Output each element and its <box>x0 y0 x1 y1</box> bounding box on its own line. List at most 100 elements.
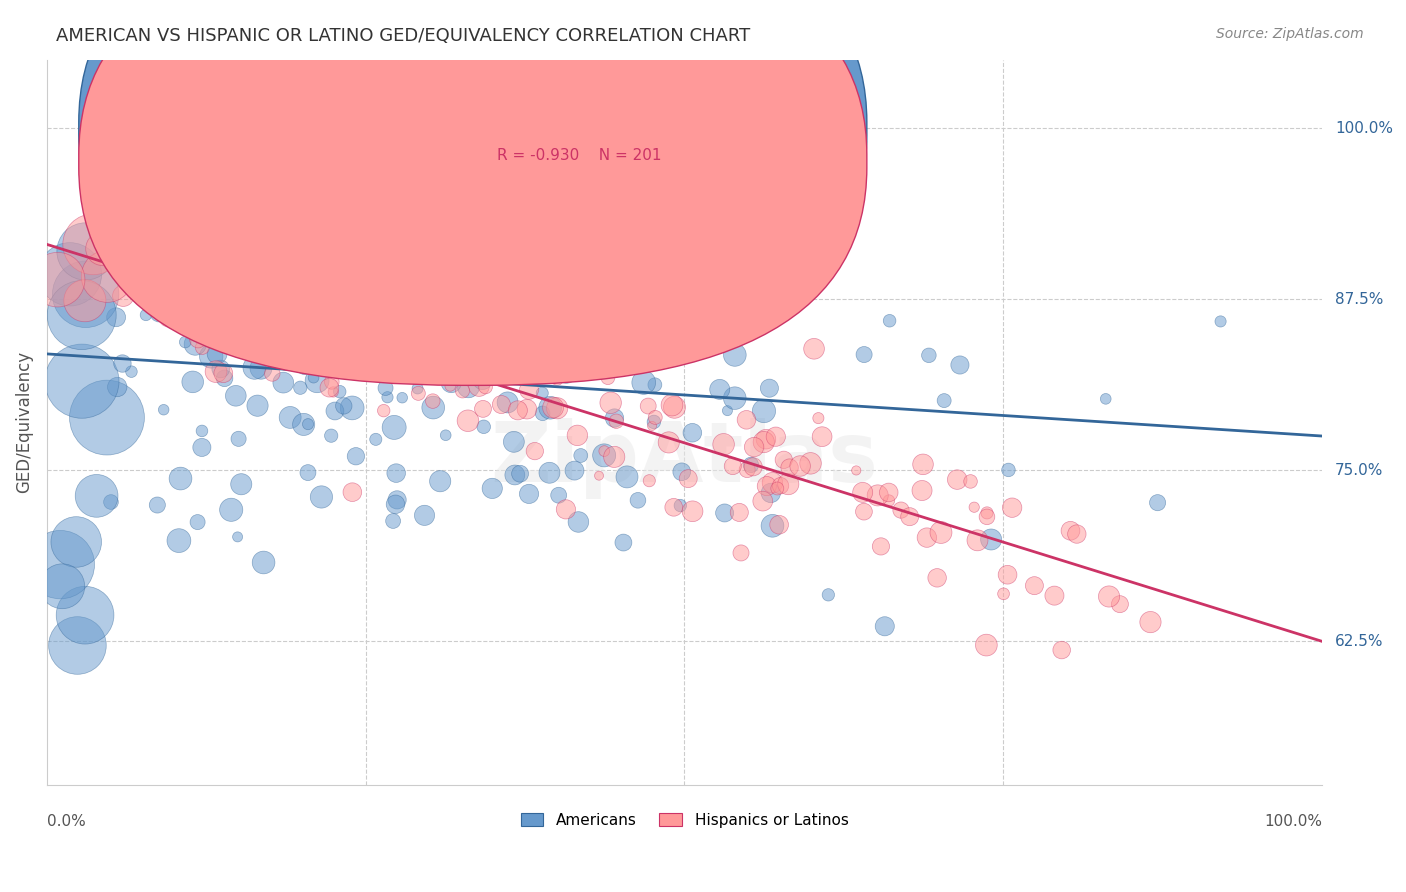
Point <box>385 492 408 507</box>
Point <box>845 463 868 477</box>
Point <box>226 530 249 544</box>
Point <box>852 485 875 500</box>
Point <box>866 488 889 502</box>
Point <box>682 504 704 518</box>
Point <box>603 450 626 464</box>
Point <box>456 309 478 323</box>
Point <box>277 320 299 334</box>
Point <box>603 411 626 425</box>
Point <box>728 505 751 519</box>
Point <box>730 546 752 560</box>
Point <box>557 267 579 281</box>
Point <box>877 485 900 500</box>
Point <box>803 342 825 356</box>
Point <box>852 505 875 519</box>
Point <box>633 376 655 390</box>
Point <box>270 318 292 332</box>
Point <box>319 339 342 353</box>
Point <box>523 444 546 458</box>
Point <box>214 371 236 385</box>
Point <box>75 287 97 301</box>
Point <box>555 366 578 380</box>
Point <box>319 220 342 235</box>
Point <box>150 217 173 231</box>
Point <box>529 365 551 379</box>
Point <box>339 195 361 210</box>
Point <box>997 463 1019 477</box>
Point <box>333 399 356 413</box>
Point <box>496 395 519 409</box>
Point <box>117 217 139 231</box>
Point <box>145 228 167 243</box>
Point <box>219 310 242 325</box>
Point <box>219 503 242 517</box>
Point <box>471 343 494 357</box>
Point <box>191 341 214 355</box>
Point <box>627 493 650 508</box>
Point <box>311 285 333 299</box>
Point <box>468 379 491 393</box>
Point <box>479 338 502 352</box>
Point <box>382 420 405 434</box>
Point <box>742 459 765 474</box>
Point <box>658 435 681 450</box>
Point <box>457 331 479 345</box>
Point <box>385 466 408 480</box>
Point <box>762 309 785 323</box>
Point <box>538 401 561 415</box>
Point <box>422 394 444 409</box>
Point <box>191 424 214 438</box>
Point <box>766 482 789 496</box>
Point <box>593 444 616 458</box>
Text: ZipAtlas: ZipAtlas <box>491 418 879 500</box>
Point <box>66 639 89 653</box>
Point <box>233 269 256 284</box>
Point <box>434 304 457 318</box>
Point <box>205 365 228 379</box>
Point <box>644 410 666 425</box>
Point <box>879 314 901 328</box>
Point <box>465 331 488 345</box>
Legend: Americans, Hispanics or Latinos: Americans, Hispanics or Latinos <box>513 805 856 836</box>
Point <box>205 323 228 337</box>
Point <box>207 285 229 299</box>
Point <box>751 494 773 508</box>
Point <box>929 525 952 540</box>
Point <box>112 289 135 303</box>
Point <box>247 272 270 286</box>
Point <box>439 379 461 393</box>
Point <box>477 273 499 287</box>
Point <box>153 248 176 262</box>
Point <box>1059 524 1081 538</box>
Point <box>266 310 288 325</box>
Point <box>491 398 513 412</box>
Point <box>430 347 453 361</box>
Point <box>311 490 333 504</box>
Point <box>273 295 295 310</box>
Point <box>236 293 259 307</box>
FancyBboxPatch shape <box>79 0 868 352</box>
Point <box>276 311 298 326</box>
Point <box>86 489 108 503</box>
Point <box>437 321 460 335</box>
Point <box>174 334 197 349</box>
Point <box>243 254 266 268</box>
Point <box>564 310 586 325</box>
Point <box>263 296 285 310</box>
Point <box>131 282 153 296</box>
Point <box>765 430 787 444</box>
Point <box>321 375 343 389</box>
Point <box>481 482 503 496</box>
Point <box>669 499 692 513</box>
Point <box>1050 643 1073 657</box>
Point <box>165 253 187 268</box>
Point <box>266 294 288 309</box>
Point <box>51 579 73 593</box>
Point <box>278 410 301 425</box>
Point <box>471 372 494 386</box>
Point <box>295 199 318 213</box>
Point <box>262 367 284 381</box>
Point <box>740 458 762 472</box>
Point <box>292 359 315 374</box>
Point <box>778 477 800 491</box>
